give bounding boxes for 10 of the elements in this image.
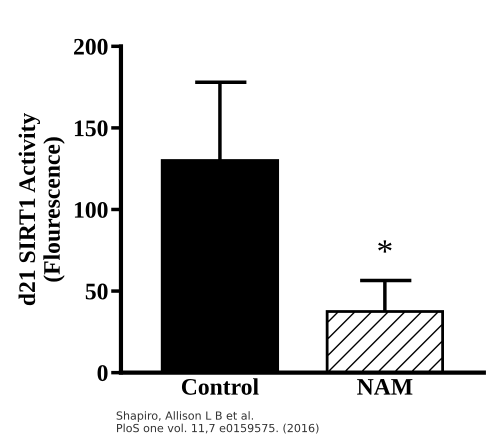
annotation: * [378,240,392,253]
y-tick-label: 150 [74,120,108,136]
x-tick-label: NAM [357,378,412,395]
text: Shapiro, Allison L B et al. PloS one vol. 11,7 e0159575. (2016) [116,411,318,434]
x-tick-label: Control [182,378,259,395]
y-tick-label: 50 [86,284,108,300]
y-tick-label: 200 [74,38,108,55]
y-tick-label: 100 [74,202,108,218]
y-axis-title: d21 SIRT1 Activity (Flourescence) [18,113,65,306]
y-tick-label: 0 [98,365,108,382]
